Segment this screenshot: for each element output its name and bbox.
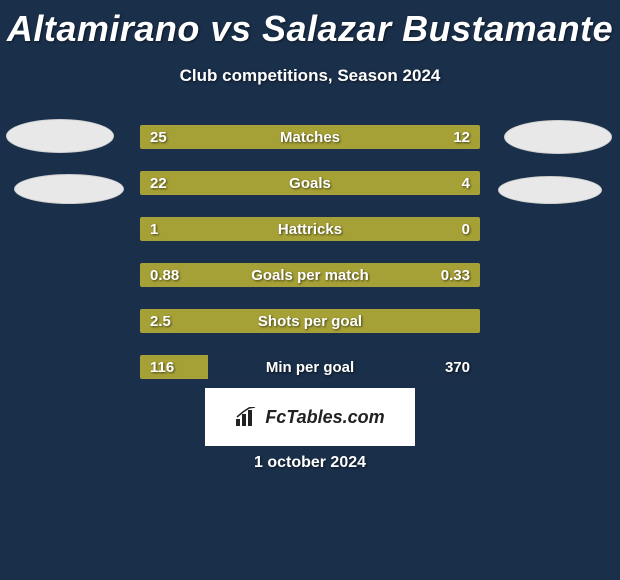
bar-label: Shots per goal xyxy=(140,309,480,333)
branding-chart-icon xyxy=(235,407,259,427)
branding-text: FcTables.com xyxy=(265,407,384,428)
bar-value-left: 2.5 xyxy=(150,309,171,334)
bar-row: Shots per goal2.5 xyxy=(139,308,481,334)
bar-value-left: 116 xyxy=(150,355,174,380)
bar-label: Hattricks xyxy=(140,217,480,241)
player-right-avatar-1 xyxy=(504,120,612,154)
bar-value-left: 0.88 xyxy=(150,263,179,288)
player-right-avatar-2 xyxy=(498,176,602,204)
bar-value-right: 370 xyxy=(445,355,470,380)
bar-value-right: 0.33 xyxy=(441,263,470,288)
bar-value-left: 1 xyxy=(150,217,158,242)
comparison-chart: Matches25 12 Goals22 4 Hattricks1 0 Goals per … xyxy=(0,124,620,424)
footer-date: 1 october 2024 xyxy=(0,454,620,472)
bar-value-left: 22 xyxy=(150,171,167,196)
player-left-avatar-2 xyxy=(14,174,124,204)
bar-row: Goals22 4 xyxy=(139,170,481,196)
page-title: Altamirano vs Salazar Bustamante xyxy=(0,0,620,50)
bars-container: Matches25 12 Goals22 4 Hattricks1 0 Goals per … xyxy=(139,124,481,400)
bar-label: Matches xyxy=(140,125,480,149)
bar-label: Goals xyxy=(140,171,480,195)
title-vs: vs xyxy=(210,8,251,49)
bar-value-left: 25 xyxy=(150,125,167,150)
bar-row: Matches25 12 xyxy=(139,124,481,150)
bar-value-right: 12 xyxy=(453,125,470,150)
bar-row: Goals per match0.88 0.33 xyxy=(139,262,481,288)
bar-value-right: 0 xyxy=(462,217,470,242)
branding-box: FcTables.com xyxy=(205,388,415,446)
player-left-avatar-1 xyxy=(6,119,114,153)
bar-label: Goals per match xyxy=(140,263,480,287)
bar-row: Hattricks1 0 xyxy=(139,216,481,242)
title-right: Salazar Bustamante xyxy=(262,8,613,49)
bar-value-right: 4 xyxy=(462,171,470,196)
title-left: Altamirano xyxy=(7,8,200,49)
bar-label: Min per goal xyxy=(140,355,480,379)
subtitle: Club competitions, Season 2024 xyxy=(0,66,620,86)
bar-row: Min per goal116 370 xyxy=(139,354,481,380)
